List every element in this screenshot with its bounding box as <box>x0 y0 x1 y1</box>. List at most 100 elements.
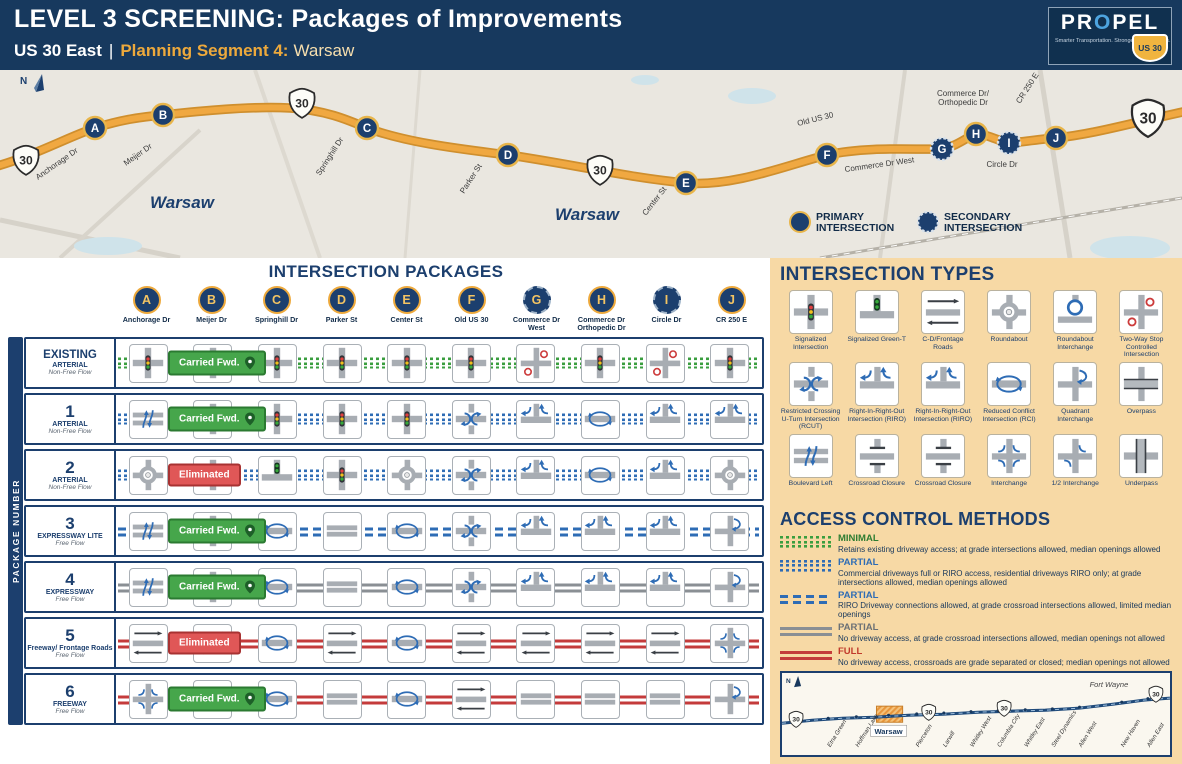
intersection-type-item: Quadrant Interchange <box>1045 362 1106 431</box>
map-marker-J: J <box>1043 125 1069 151</box>
city-label-warsaw: Warsaw <box>150 193 216 212</box>
package-cell <box>697 563 762 611</box>
package-number: 1 <box>65 401 75 421</box>
access-line-partial-blue-dashed <box>118 525 759 537</box>
package-cell <box>439 507 504 555</box>
package-cell <box>504 451 569 499</box>
package-cell <box>633 395 698 443</box>
package-row-2: 2 ARTERIAL Non-Free Flow Eliminated <box>24 449 764 501</box>
partial-blue-dashed-line-icon <box>780 592 832 605</box>
rcut-icon <box>451 567 491 607</box>
package-cell <box>116 619 181 667</box>
riro-icon <box>645 399 685 439</box>
riro-icon <box>710 399 750 439</box>
package-cell <box>116 395 181 443</box>
column-name: Commerce Dr West <box>512 315 561 332</box>
riro-icon <box>516 511 556 551</box>
minimal-green-line-icon <box>780 536 832 548</box>
svg-text:B: B <box>159 110 167 122</box>
quadrant-icon <box>710 679 750 719</box>
city-label-fort-wayne: Fort Wayne <box>1090 680 1129 689</box>
us30-shield-icon: 30 <box>586 154 614 186</box>
column-header-E: E Center St <box>374 286 439 333</box>
intersection-type-label: Signalized Intersection <box>793 336 829 351</box>
signal-icon <box>580 343 620 383</box>
intersection-type-item: Restricted Crossing U-Turn Intersection … <box>780 362 841 431</box>
subtitle-divider: | <box>108 41 114 60</box>
access-method-text: PARTIAL No driveway access, at grade cros… <box>838 622 1165 644</box>
package-number: 3 <box>65 513 75 533</box>
road-label: Orthopedic Dr <box>938 98 988 107</box>
package-cell <box>633 451 698 499</box>
pin-icon <box>244 692 255 706</box>
intersection-A-badge: A <box>132 286 161 314</box>
access-method-item: PARTIAL Commercial driveways full or RIRO… <box>780 557 1172 587</box>
corridor-map-canvas: N 30 30 30 30 Warsaw Warsaw Anchorage Dr Meijer … <box>0 70 1182 258</box>
signal-icon <box>788 290 833 334</box>
propel-logo: PROPEL Smarter Transportation. Stronger … <box>1048 7 1172 65</box>
package-cell <box>633 339 698 387</box>
status-badge: Carried Fwd. <box>168 518 266 544</box>
svg-text:J: J <box>1053 133 1059 145</box>
package-row-label: 1 ARTERIAL Non-Free Flow <box>26 395 116 443</box>
status-badge: Carried Fwd. <box>168 686 266 712</box>
svg-text:SECONDARY: SECONDARY <box>944 211 1011 223</box>
pin-icon <box>244 356 255 370</box>
svg-text:PRIMARY: PRIMARY <box>816 211 864 223</box>
boulevard-left-icon <box>128 399 168 439</box>
riro-icon <box>516 455 556 495</box>
road-icon <box>580 679 620 719</box>
road-label: Commerce Dr West <box>844 155 915 174</box>
package-number: 6 <box>65 681 75 701</box>
status-badge: Carried Fwd. <box>168 574 266 600</box>
package-name: EXPRESSWAY LITE <box>37 532 103 540</box>
pin-icon <box>244 524 255 538</box>
packages-column-headers: A Anchorage Dr B Meijer Dr C Springhill Dr D Pa… <box>24 286 764 333</box>
column-name: Anchorage Dr <box>122 315 171 324</box>
access-method-item: MINIMAL Retains existing driveway access;… <box>780 533 1172 554</box>
intersection-type-label: Underpass <box>1124 480 1158 487</box>
intersection-type-label: Crossroad Closure <box>848 480 906 487</box>
svg-text:INTERSECTION: INTERSECTION <box>816 222 894 234</box>
package-cell <box>245 451 310 499</box>
propel-tagline: Smarter Transportation. Stronger Communi… <box>1055 38 1171 44</box>
svg-text:30: 30 <box>295 96 309 110</box>
svg-text:30: 30 <box>1152 691 1160 698</box>
town-tick <box>1120 700 1124 704</box>
rci-icon <box>387 567 427 607</box>
rci-icon <box>387 679 427 719</box>
us30-shield-icon: 30 <box>921 703 937 721</box>
intersection-J-badge: J <box>717 286 746 314</box>
signal-icon <box>451 343 491 383</box>
us30-shield-icon: 30 <box>12 144 40 176</box>
column-name: Springhill Dr <box>254 315 299 324</box>
intersection-I-badge: I <box>652 286 681 314</box>
rcut-icon <box>788 362 833 406</box>
package-cell <box>697 507 762 555</box>
rci-icon <box>580 455 620 495</box>
boulevard-left-icon <box>128 567 168 607</box>
rci-icon <box>387 623 427 663</box>
package-cell <box>568 339 633 387</box>
access-method-name: MINIMAL <box>838 533 879 544</box>
intersection-C-badge: C <box>262 286 291 314</box>
signal-icon <box>710 343 750 383</box>
us30-shield-icon: 30 <box>996 699 1012 717</box>
cd-frontage-icon <box>451 679 491 719</box>
package-row-existing: EXISTING ARTERIAL Non-Free Flow Carried Fwd… <box>24 337 764 389</box>
package-cell <box>568 563 633 611</box>
package-cell <box>310 563 375 611</box>
intersection-type-label: Right-In-Right-Out Intersection (RIRO) <box>847 408 907 423</box>
quadrant-icon <box>710 511 750 551</box>
svg-text:D: D <box>504 150 512 162</box>
intersection-type-item: Two-Way Stop Controlled Intersection <box>1111 290 1172 359</box>
intersection-type-item: Reduced Conflict Intersection (RCI) <box>979 362 1040 431</box>
rci-icon <box>257 623 297 663</box>
package-cell <box>568 507 633 555</box>
package-cell <box>374 619 439 667</box>
svg-text:N: N <box>20 76 27 87</box>
access-control-list: MINIMAL Retains existing driveway access;… <box>780 533 1172 667</box>
intersection-type-label: Right-In-Right-Out Intersection (RIRO) <box>913 408 973 423</box>
package-cell <box>697 619 762 667</box>
intersection-type-label: Reduced Conflict Intersection (RCI) <box>982 408 1036 423</box>
